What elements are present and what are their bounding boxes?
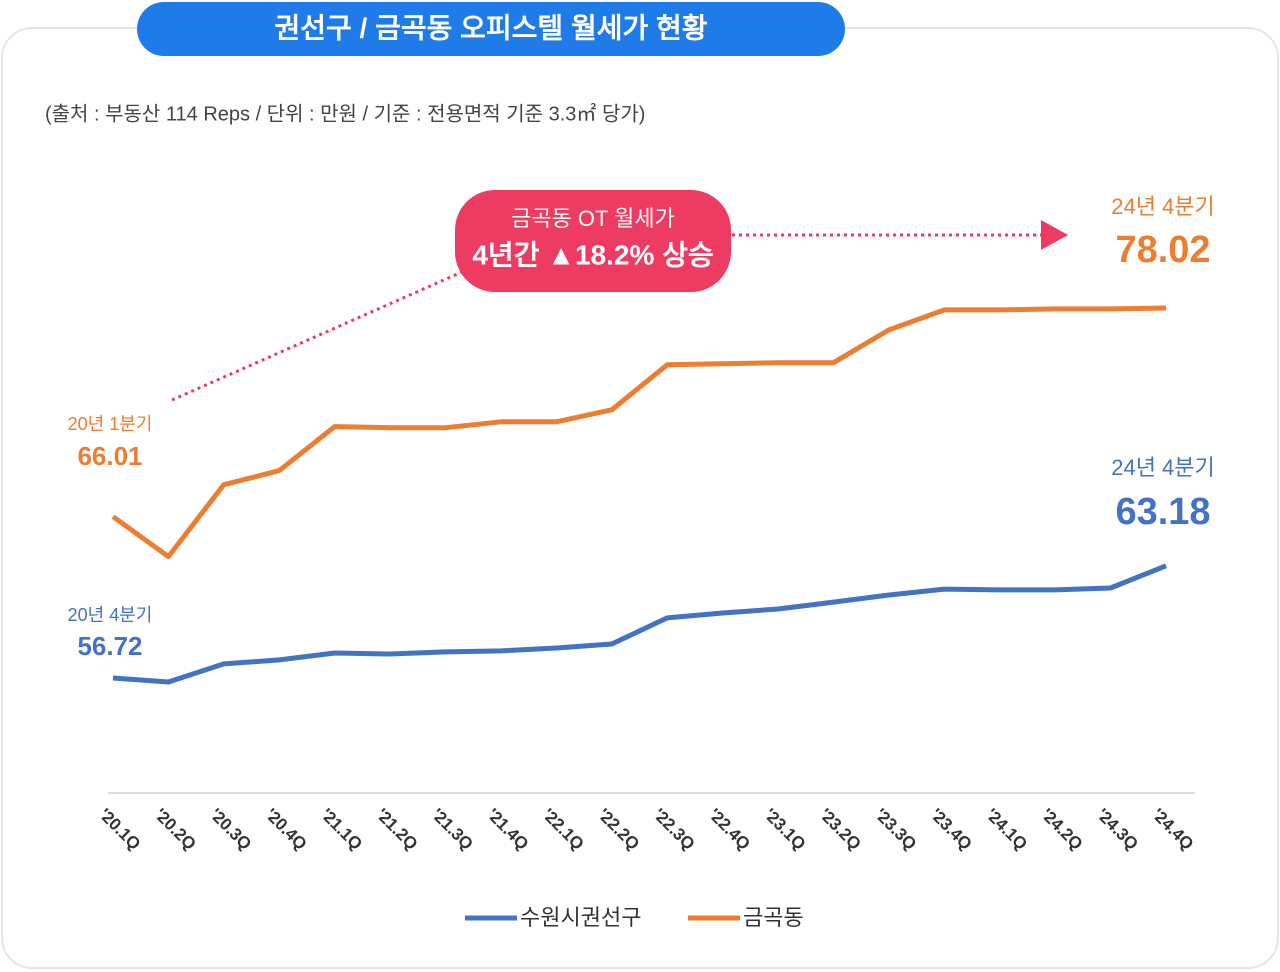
- callout-text: 4년간 ▲18.2% 상승: [472, 239, 713, 270]
- legend-label: 수원시권선구: [520, 905, 641, 930]
- callout: [455, 190, 731, 292]
- data-label: 78.02: [1115, 229, 1210, 271]
- series-line: [111, 305, 1167, 560]
- annotation: 20년 4분기: [68, 605, 153, 625]
- annotation: 24년 4분기: [1111, 194, 1215, 219]
- annotation: 24년 4분기: [1111, 455, 1215, 480]
- legend-label: 금곡동: [743, 905, 804, 930]
- series-line: [112, 563, 1167, 685]
- chart-title: 권선구 / 금곡동 오피스텔 월세가 현황: [274, 12, 707, 43]
- title-pill: [137, 2, 845, 56]
- subtitle: (출처 : 부동산 114 Reps / 단위 : 만원 / 기준 : 전용면적…: [45, 101, 645, 125]
- data-label: 56.72: [77, 631, 142, 661]
- callout-text: 금곡동 OT 월세가: [511, 206, 675, 231]
- data-label: 66.01: [77, 441, 142, 471]
- data-label: 63.18: [1115, 491, 1210, 533]
- annotation: 20년 1분기: [68, 414, 153, 434]
- card: [1, 27, 1279, 969]
